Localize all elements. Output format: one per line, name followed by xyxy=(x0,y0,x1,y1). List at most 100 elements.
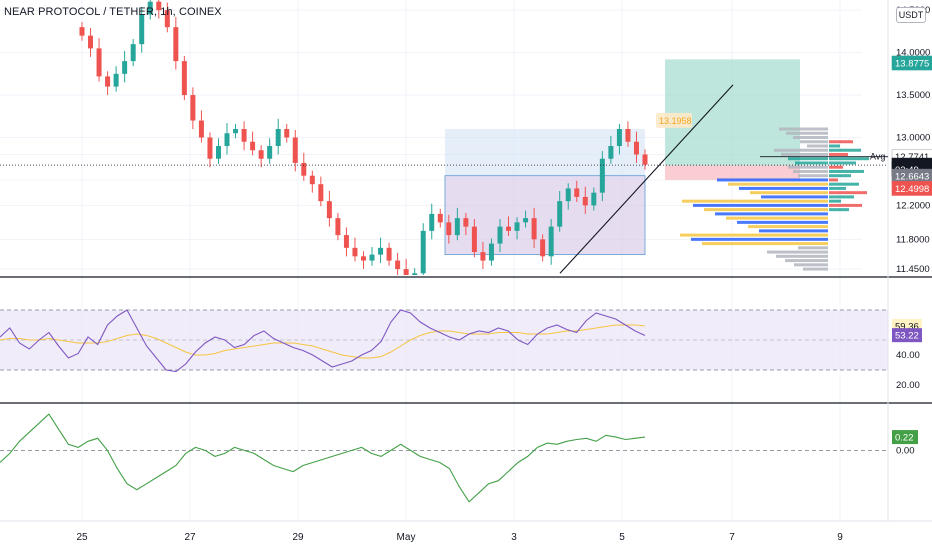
candle-body xyxy=(241,129,247,142)
volume-profile-bar xyxy=(781,152,828,156)
volume-profile-bar xyxy=(726,216,828,220)
volume-profile-delta-bar xyxy=(829,140,853,144)
price-label-background xyxy=(891,55,932,71)
rsi-axis-tick-label: 20.00 xyxy=(896,380,920,391)
candle-body xyxy=(565,188,571,202)
volume-profile-bar xyxy=(715,212,828,216)
candle-body xyxy=(582,196,588,206)
candle-body xyxy=(506,226,512,231)
stop-loss-zone xyxy=(665,165,800,180)
candle-body xyxy=(540,239,546,257)
trend-line xyxy=(559,84,734,274)
annotation-label-background xyxy=(656,112,692,128)
candle-body xyxy=(523,218,529,223)
volume-profile-bar xyxy=(785,259,828,263)
symbol-title[interactable]: NEAR PROTOCOL / TETHER, 1h, COINEX xyxy=(4,6,222,18)
candle-body xyxy=(113,73,119,87)
volume-profile-bar xyxy=(691,237,828,241)
candle-body xyxy=(96,48,102,77)
candle-body xyxy=(463,218,469,227)
volume-profile-delta-bar xyxy=(829,165,843,169)
volume-profile-bar xyxy=(800,140,828,144)
candle-body xyxy=(591,192,597,206)
volume-profile-delta-bar xyxy=(829,169,864,173)
volume-profile-bar xyxy=(786,131,828,135)
price-axis-tick-label: 11.4500 xyxy=(896,264,930,275)
candle-body xyxy=(284,129,290,138)
price-label: 13.8775 xyxy=(895,59,929,70)
time-axis-tick-label: 27 xyxy=(184,532,196,543)
candle-body xyxy=(403,269,409,275)
candle-body xyxy=(395,260,401,270)
avg-label: Avg xyxy=(870,152,885,162)
volume-profile-bar xyxy=(774,148,828,152)
oscillator-line xyxy=(0,413,646,503)
price-axis-tick-label: 13.0000 xyxy=(896,133,930,144)
volume-profile-bar xyxy=(717,178,828,182)
rsi-value-label-background xyxy=(892,328,922,343)
volume-profile-delta-bar xyxy=(829,144,840,148)
candle-body xyxy=(471,226,477,253)
candle-body xyxy=(335,218,341,236)
candle-body xyxy=(454,218,460,236)
candle-body xyxy=(514,222,520,231)
candle-body xyxy=(548,226,554,257)
volume-profile-bar xyxy=(748,225,828,229)
candle-body xyxy=(642,154,648,165)
candle-body xyxy=(301,162,307,176)
price-axis-tick-label: 13.5000 xyxy=(896,90,930,101)
volume-profile-delta-bar xyxy=(829,174,851,178)
volume-profile-bar xyxy=(702,242,828,246)
candle-body xyxy=(488,243,494,261)
volume-profile-delta-bar xyxy=(829,195,854,199)
candle-body xyxy=(275,129,281,146)
price-label: 12.4998 xyxy=(895,184,929,195)
candle-body xyxy=(139,14,145,45)
candle-body xyxy=(557,201,563,227)
volume-profile-bar xyxy=(779,127,828,131)
currency-badge[interactable]: USDT xyxy=(896,7,926,23)
candle-body xyxy=(215,145,221,159)
volume-profile-delta-bar xyxy=(829,199,841,203)
time-axis-tick-label: May xyxy=(397,532,416,543)
volume-profile-delta-bar xyxy=(829,157,869,161)
candle-body xyxy=(88,35,94,49)
candle-body xyxy=(361,256,366,261)
time-axis-tick-label: 25 xyxy=(76,532,88,543)
volume-profile-delta-bar xyxy=(829,178,838,182)
volume-profile-bar xyxy=(750,191,828,195)
price-axis-tick-label: 11.8000 xyxy=(896,234,930,245)
volume-profile-bar xyxy=(795,161,828,165)
annotation-label: 13.1958 xyxy=(659,116,692,126)
candle-body xyxy=(625,129,631,142)
candle-body xyxy=(292,137,298,163)
volume-profile-bar xyxy=(793,169,828,173)
upper-range-box xyxy=(445,129,645,176)
volume-profile-delta-bar xyxy=(829,148,861,152)
candle-body xyxy=(446,222,452,236)
candle-body xyxy=(105,76,111,87)
rsi-value-label: 59.36 xyxy=(895,321,919,332)
oscillator-axis-tick-label: 0.00 xyxy=(896,445,915,456)
time-axis-tick-label: 9 xyxy=(837,532,843,543)
oscillator-value-label: 0.22 xyxy=(895,433,914,444)
volume-profile-bar xyxy=(788,157,828,161)
rsi-axis-tick-label: 40.00 xyxy=(896,350,920,361)
price-label: 12.6643 xyxy=(895,172,929,183)
volume-profile-delta-bar xyxy=(829,203,862,207)
volume-profile-bar xyxy=(761,195,828,199)
volume-profile-delta-bar xyxy=(829,161,856,165)
volume-profile-bar xyxy=(776,254,828,258)
volume-profile-bar xyxy=(793,136,828,139)
candle-body xyxy=(633,141,639,155)
volume-profile-bar xyxy=(798,246,828,250)
candle-body xyxy=(173,27,179,62)
candle-body xyxy=(480,252,486,261)
volume-profile-bar xyxy=(739,186,828,190)
candle-body xyxy=(258,150,264,159)
candle-body xyxy=(386,247,392,261)
price-axis-tick-label: 14.0000 xyxy=(896,48,930,59)
candle-body xyxy=(267,145,273,159)
